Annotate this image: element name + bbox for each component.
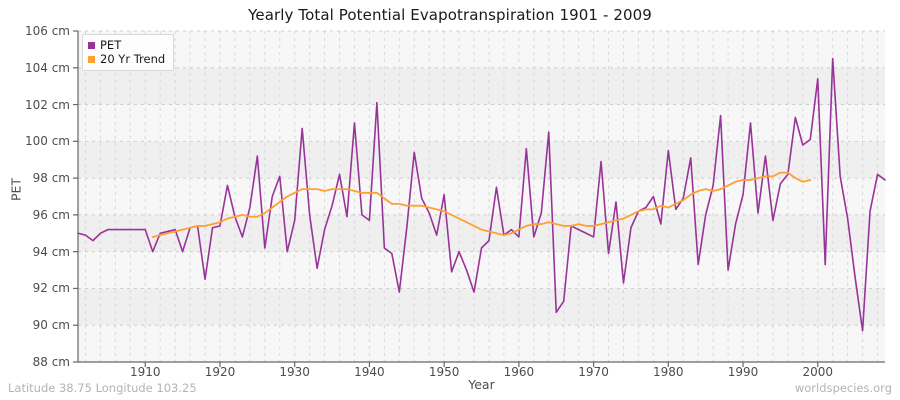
footer-coordinates: Latitude 38.75 Longitude 103.25 <box>8 381 197 395</box>
y-tick-label: 94 cm <box>32 244 70 259</box>
x-tick-label: 1910 <box>129 365 161 379</box>
y-tick-label: 88 cm <box>32 355 70 369</box>
x-tick-label: 1980 <box>653 365 684 379</box>
y-tick-label: 100 cm <box>24 134 70 149</box>
x-tick-label: 1970 <box>578 365 609 379</box>
y-tick-label: 106 cm <box>24 24 70 38</box>
legend-swatch-pet <box>88 41 95 49</box>
x-tick-label: 1990 <box>727 365 759 379</box>
x-tick-label: 2000 <box>802 365 834 379</box>
y-tick-label: 92 cm <box>32 281 70 296</box>
legend-label-trend: 20 Yr Trend <box>100 52 166 66</box>
x-tick-label: 1930 <box>279 365 310 379</box>
grid-band <box>78 288 885 326</box>
legend-label-pet: PET <box>100 38 122 52</box>
y-tick-label: 98 cm <box>32 171 70 186</box>
grid-band <box>78 141 885 179</box>
x-tick-label: 1960 <box>503 365 535 379</box>
footer-attribution: worldspecies.org <box>794 381 892 395</box>
series-line-pet <box>77 57 886 332</box>
grid-band <box>78 67 885 105</box>
legend-item-trend[interactable]: 20 Yr Trend <box>88 52 165 66</box>
chart-legend: PET 20 Yr Trend <box>82 34 175 71</box>
x-tick-label: 1920 <box>204 365 236 379</box>
x-tick-label: 1950 <box>428 365 460 379</box>
y-tick-label: 104 cm <box>24 60 70 75</box>
x-axis-label: Year <box>468 377 495 392</box>
series-line-20-yr-trend <box>151 171 812 238</box>
y-tick-label: 96 cm <box>32 207 70 222</box>
y-tick-label: 90 cm <box>32 318 70 333</box>
chart-title: Yearly Total Potential Evapotranspiratio… <box>248 6 652 24</box>
legend-item-pet[interactable]: PET <box>88 38 165 52</box>
legend-swatch-trend <box>88 55 95 63</box>
y-tick-label: 102 cm <box>24 97 70 112</box>
x-tick-label: 1940 <box>354 365 385 379</box>
